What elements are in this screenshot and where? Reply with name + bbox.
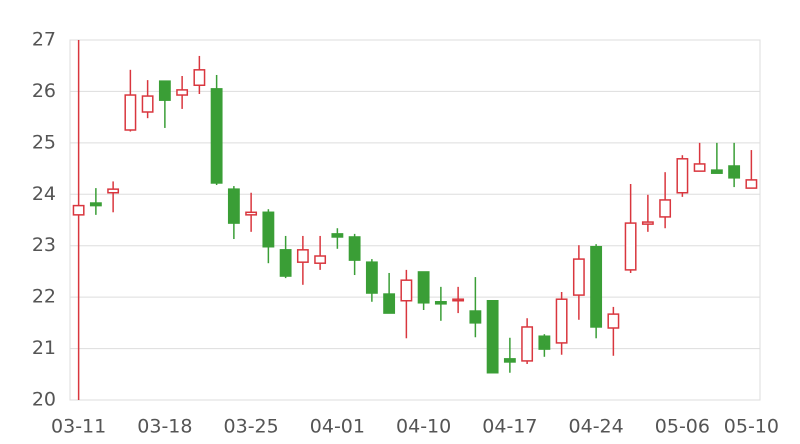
candle-body [365,261,378,294]
candle-body [245,211,258,216]
x-tick-label: 05-06 [655,416,710,438]
candle-body [296,249,309,263]
candle-body [693,163,706,172]
y-tick-label: 24 [32,183,56,205]
candle-body [227,188,240,224]
candle-body [503,358,516,363]
y-tick-label: 26 [32,80,56,102]
candle-body [314,255,327,264]
candle-body [331,233,344,238]
candle-body [555,298,568,344]
candle-body [641,221,654,225]
candle-body [590,245,603,328]
candle-body [107,188,120,194]
candle-body [262,211,275,248]
candle-body [624,222,637,271]
candle-body [521,326,534,362]
x-tick-label: 04-17 [482,416,537,438]
candle-body [279,249,292,277]
plot-frame [69,39,761,401]
candle-body [348,236,361,261]
candle-body [89,202,102,207]
candle-body [417,271,430,304]
candle-body [193,69,206,87]
x-tick-label: 03-18 [137,416,192,438]
x-tick-label: 03-25 [224,416,279,438]
candle-body [469,310,482,324]
candle-body [452,298,465,302]
x-tick-label: 04-10 [396,416,451,438]
x-tick-label: 04-24 [569,416,624,438]
x-tick-label: 05-10 [724,416,779,438]
candle-body [124,94,137,131]
x-tick-label: 03-11 [51,416,106,438]
x-tick-label: 04-01 [310,416,365,438]
candle-body [538,335,551,350]
candle-body [210,88,223,184]
candle-body [383,293,396,314]
candle-body [659,199,672,218]
candle-body [572,258,585,296]
y-tick-label: 27 [32,29,56,51]
candle-body [72,204,85,216]
candle-body [141,95,154,113]
candle-body [158,80,171,101]
y-tick-label: 23 [32,234,56,256]
candle-body [710,169,723,174]
candle-body [176,89,189,96]
candle-body [728,165,741,179]
candle-body [676,158,689,194]
y-tick-label: 21 [32,337,56,359]
candle-body [434,301,447,305]
y-tick-label: 20 [32,389,56,411]
y-tick-label: 25 [32,131,56,153]
candle-body [486,299,499,374]
candle-body [400,279,413,302]
y-tick-label: 22 [32,286,56,308]
candle-body [607,313,620,329]
candle-body [745,179,758,189]
